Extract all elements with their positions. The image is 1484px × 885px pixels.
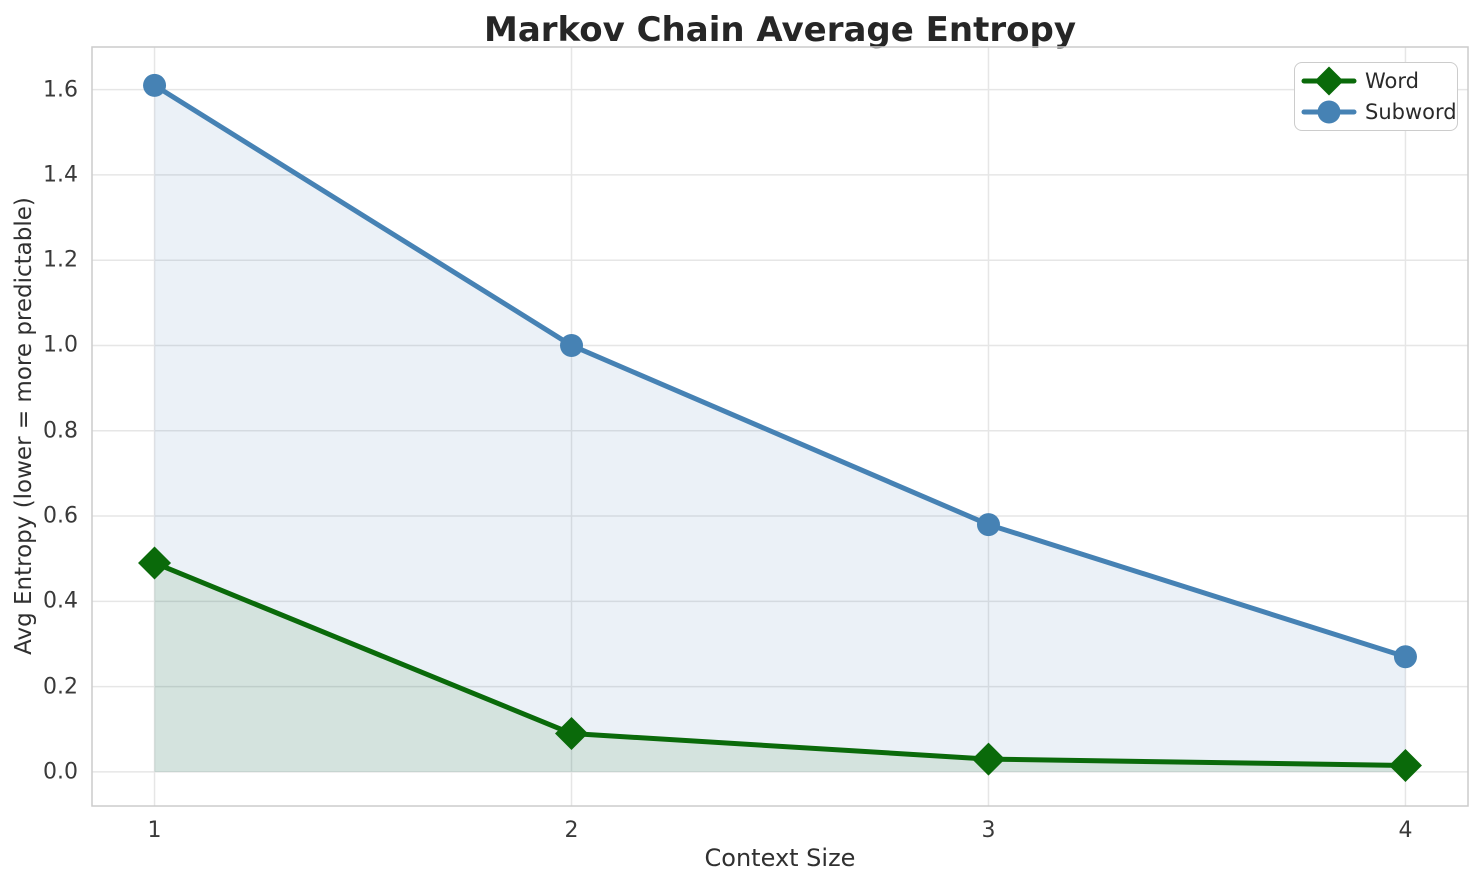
y-tick-label: 1.0 (43, 332, 78, 358)
x-tick-label: 1 (147, 818, 162, 843)
series-lines (152, 82, 1408, 768)
legend-item-subword: Subword (1301, 97, 1457, 127)
point-word-2 (555, 717, 589, 751)
y-tick-label: 0.0 (43, 759, 78, 785)
series-markers (138, 73, 1422, 782)
line-subword (152, 82, 1408, 660)
y-tick-label: 0.2 (43, 674, 78, 700)
fill-word (154, 562, 1406, 772)
point-subword-2 (560, 333, 584, 357)
legend-item-word: Word (1301, 66, 1449, 96)
legend-label: Subword (1365, 99, 1457, 124)
diamond-legend-icon (1301, 66, 1357, 96)
chart-title: Markov Chain Average Entropy (484, 10, 1076, 50)
y-tick-label: 0.6 (43, 503, 78, 529)
legend-label: Word (1365, 69, 1419, 94)
x-tick-label: 4 (1398, 818, 1413, 843)
line-word (152, 560, 1408, 768)
point-word-1 (138, 546, 172, 580)
circle-legend-icon (1301, 100, 1357, 124)
fill-subword (154, 85, 1406, 772)
y-tick-label: 1.2 (43, 247, 78, 273)
legend: Word Subword (1294, 62, 1458, 131)
point-subword-3 (976, 513, 1000, 537)
y-tick-label: 0.4 (43, 588, 78, 614)
point-subword-4 (1393, 645, 1417, 669)
point-word-3 (971, 742, 1005, 776)
x-axis-label: Context Size (704, 844, 856, 872)
x-tick-label: 3 (981, 818, 996, 843)
y-tick-label: 0.8 (43, 418, 78, 444)
y-tick-label: 1.4 (43, 162, 78, 188)
series-fills (154, 85, 1406, 772)
point-subword-1 (143, 73, 167, 97)
x-tick-label: 2 (564, 818, 579, 843)
point-word-4 (1388, 748, 1422, 782)
y-tick-label: 1.6 (43, 77, 78, 103)
plot-border (91, 46, 1469, 807)
